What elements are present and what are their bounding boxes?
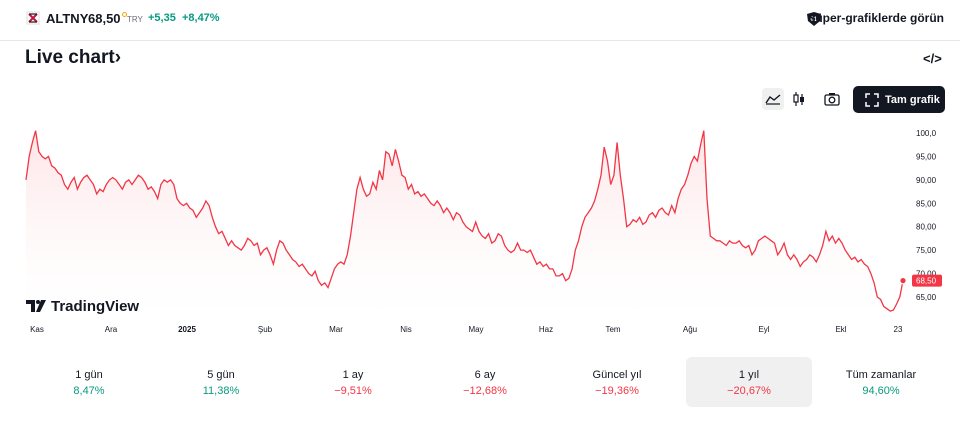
period-tab[interactable]: 1 ay −9,51%	[290, 357, 416, 407]
period-change: 94,60%	[862, 385, 900, 397]
svg-text:01: 01	[811, 17, 818, 23]
tradingview-wordmark: TradingView	[51, 298, 140, 315]
period-label: 5 gün	[207, 369, 235, 381]
x-tick-label: Ağu	[683, 325, 697, 334]
x-tick-label: 23	[894, 325, 903, 334]
symbol-name[interactable]: ALTNY	[46, 11, 89, 26]
period-change: 8,47%	[73, 385, 105, 397]
period-tab[interactable]: 5 gün 11,38%	[158, 357, 284, 407]
last-price-badge	[912, 274, 942, 287]
x-tick-label: Ara	[105, 325, 118, 334]
last-price-label: 68,50	[916, 277, 937, 286]
period-label: 6 ay	[474, 369, 496, 381]
currency-label: TRY	[127, 15, 143, 24]
x-tick-label: Nis	[400, 325, 412, 334]
period-tab[interactable]: 1 gün 8,47%	[26, 357, 152, 407]
period-tab[interactable]: 1 yıl −20,67%	[686, 357, 812, 407]
period-label: 1 gün	[75, 369, 103, 381]
x-tick-label: May	[468, 325, 483, 334]
y-tick-label: 85,00	[916, 199, 937, 208]
period-change: −9,51%	[334, 385, 372, 397]
area-chart-button[interactable]	[762, 88, 784, 110]
y-tick-label: 75,00	[916, 246, 937, 255]
x-tick-label: Şub	[258, 325, 273, 334]
y-tick-label: 100,0	[916, 129, 937, 138]
fullscreen-icon	[865, 93, 879, 107]
full-chart-label: Tam grafik	[885, 94, 940, 106]
y-tick-label: 65,00	[916, 293, 937, 302]
period-label: 1 yıl	[738, 369, 760, 381]
x-tick-label: Eyl	[758, 325, 769, 334]
period-tab[interactable]: Güncel yıl −19,36%	[554, 357, 680, 407]
period-label: Tüm zamanlar	[845, 369, 917, 381]
super-charts-link[interactable]: Süper-grafiklerde görün	[807, 11, 944, 25]
current-price: 68,50	[88, 11, 127, 26]
tradingview-logo-icon	[26, 300, 46, 312]
x-tick-label: 2025	[178, 325, 196, 334]
period-change: 11,38%	[202, 385, 240, 397]
current-price-value: 68,50	[88, 11, 121, 26]
price-line	[25, 130, 904, 312]
period-tab[interactable]: Tüm zamanlar 94,60%	[818, 357, 944, 407]
period-label: Güncel yıl	[592, 369, 642, 381]
price-change-value: +5,35	[148, 12, 176, 24]
area-chart-icon	[765, 94, 781, 105]
period-change: −20,67%	[727, 385, 771, 397]
period-selector: 1 gün 8,47% 5 gün 11,38% 1 ay −9,51% 6 ay −12,6…	[26, 357, 946, 407]
super-charts-icon: 01	[807, 12, 821, 26]
price-chart[interactable]: 100,0 95,00 90,00 85,00 80,00 75,00 70,00 65,00…	[0, 118, 960, 343]
y-tick-label: 95,00	[916, 152, 937, 161]
symbol-header: ALTNY 68,50 TRY +5,35 +8,47% 01 Süper-gr…	[0, 0, 960, 41]
full-chart-button[interactable]: Tam grafik	[853, 86, 945, 113]
period-tab[interactable]: 6 ay −12,68%	[422, 357, 548, 407]
y-tick-label: 70,00	[916, 270, 937, 279]
price-change-pct: +8,47%	[181, 12, 220, 24]
x-tick-label: Ekl	[835, 325, 846, 334]
market-status-icon	[121, 12, 127, 17]
period-change: −12,68%	[463, 385, 507, 397]
x-tick-label: Tem	[605, 325, 620, 334]
page-title[interactable]: Live chart›	[25, 47, 122, 68]
company-logo-icon	[26, 11, 40, 25]
camera-icon	[824, 93, 840, 106]
period-label: 1 ay	[342, 369, 364, 381]
screenshot-button[interactable]	[821, 88, 843, 110]
y-tick-label: 80,00	[916, 223, 937, 232]
embed-code-icon[interactable]: </>	[923, 51, 942, 66]
candles-button[interactable]	[788, 88, 810, 110]
period-change: −19,36%	[595, 385, 639, 397]
y-tick-label: 90,00	[916, 176, 937, 185]
x-tick-label: Mar	[329, 325, 343, 334]
last-price-dot	[899, 276, 907, 285]
candles-icon	[793, 92, 804, 106]
price-change: +5,35 +8,47%	[148, 12, 220, 24]
x-tick-label: Kas	[30, 325, 44, 334]
x-tick-label: Haz	[539, 325, 553, 334]
